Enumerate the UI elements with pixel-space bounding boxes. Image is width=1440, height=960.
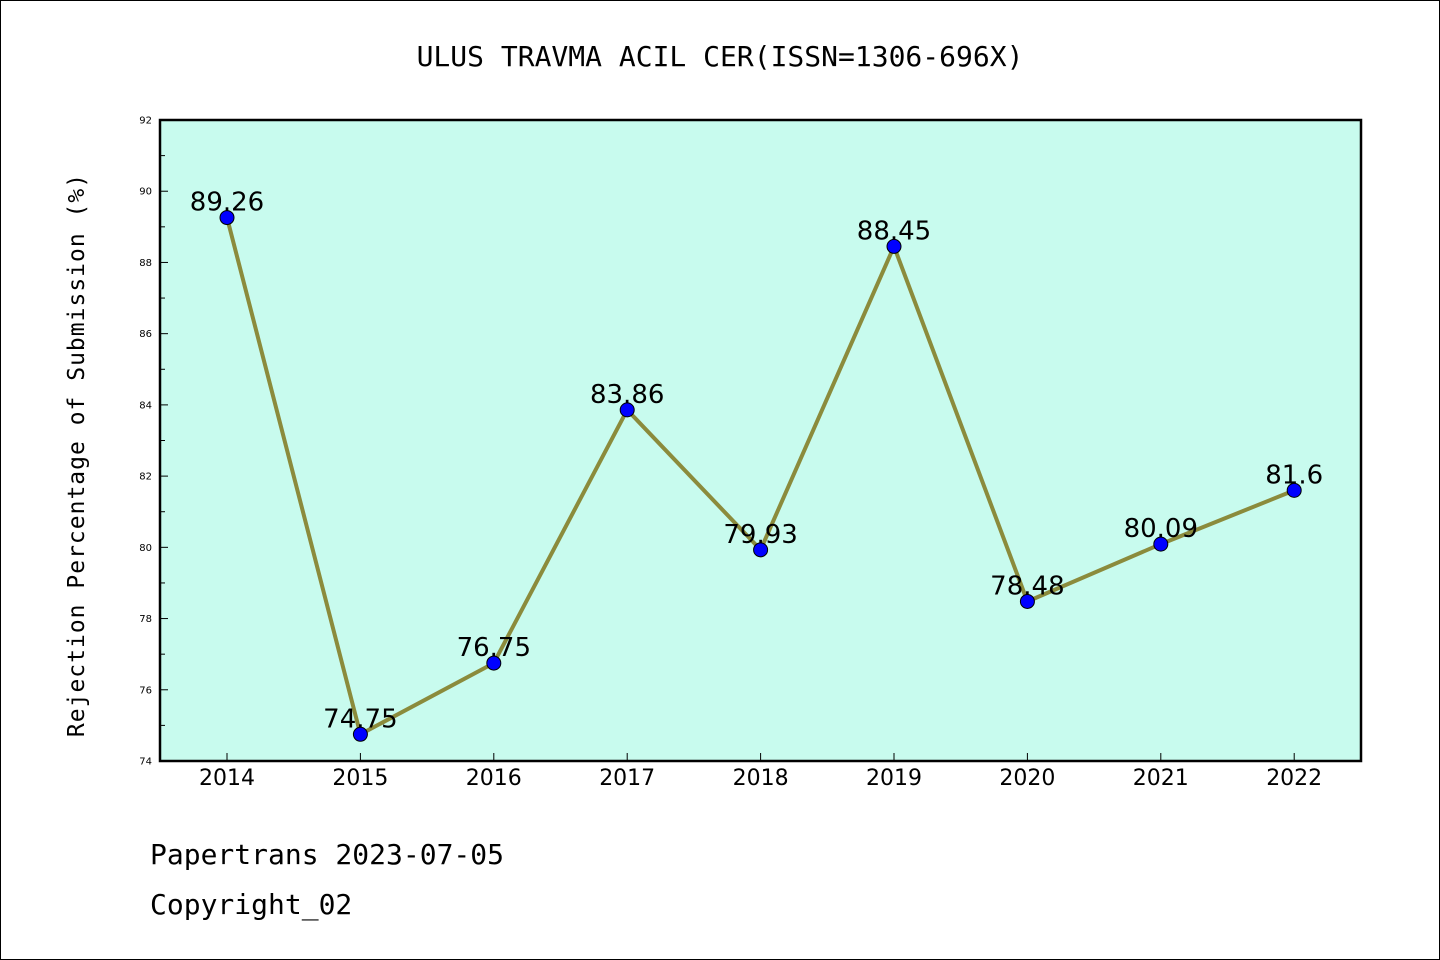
y-tick-label: 88	[139, 258, 152, 269]
data-point	[753, 542, 769, 558]
x-tick-label: 2018	[733, 766, 789, 791]
y-tick-label: 86	[139, 329, 152, 340]
data-label: 80.09	[1124, 514, 1198, 544]
x-tick-label: 2016	[466, 766, 522, 791]
y-axis-label: Rejection Percentage of Submission (%)	[64, 173, 90, 737]
data-label: 88.45	[857, 216, 931, 246]
data-label: 89.26	[190, 188, 264, 218]
y-tick-label: 92	[139, 116, 152, 127]
y-tick-label: 78	[139, 614, 152, 625]
y-tick-label: 76	[139, 685, 152, 696]
data-point	[219, 210, 235, 226]
x-tick-label: 2020	[999, 766, 1055, 791]
y-tick-label: 90	[139, 187, 152, 198]
x-tick-label: 2021	[1133, 766, 1189, 791]
data-label: 81.6	[1265, 460, 1323, 490]
data-point	[619, 402, 635, 418]
data-point	[1153, 536, 1169, 552]
footer-copyright: Copyright_02	[150, 888, 352, 922]
x-tick-label: 2014	[199, 766, 255, 791]
data-label: 79.93	[723, 520, 797, 550]
data-point	[1286, 482, 1302, 498]
data-label: 76.75	[457, 633, 531, 663]
x-tick-label: 2017	[599, 766, 655, 791]
y-tick-label: 80	[139, 543, 152, 554]
x-tick-label: 2019	[866, 766, 922, 791]
x-axis: 2014 2015 2016 2017 2018 2019 2020 2021 2022	[199, 753, 1322, 791]
y-tick-label: 84	[139, 400, 152, 411]
plot-area	[160, 120, 1361, 761]
data-labels: 89.26 74.75 76.75 83.86 79.93 88.45 78.48 80.09…	[190, 188, 1323, 735]
x-tick-label: 2015	[332, 766, 388, 791]
data-point	[1019, 593, 1035, 609]
x-tick-label: 2022	[1266, 766, 1322, 791]
series-markers	[219, 210, 1302, 742]
footer-date: Papertrans 2023-07-05	[150, 838, 504, 871]
data-label: 74.75	[323, 704, 397, 734]
chart-title: ULUS TRAVMA ACIL CER(ISSN=1306-696X)	[417, 40, 1024, 73]
data-point	[486, 655, 502, 671]
data-label: 83.86	[590, 380, 664, 410]
data-point	[886, 238, 902, 254]
plot-border	[158, 118, 1363, 763]
y-tick-label: 82	[139, 472, 152, 483]
y-tick-label: 74	[139, 757, 152, 768]
data-point	[352, 726, 368, 742]
data-label: 78.48	[990, 571, 1064, 601]
